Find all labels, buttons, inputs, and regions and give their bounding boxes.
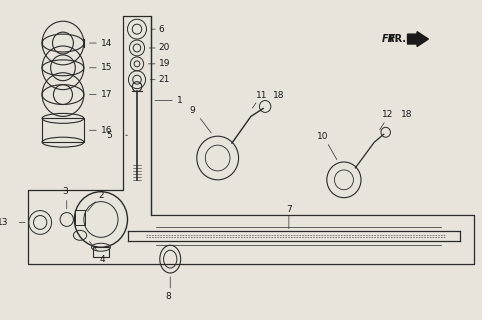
Bar xyxy=(75,210,85,225)
Text: 10: 10 xyxy=(317,132,329,141)
Text: 7: 7 xyxy=(286,205,292,214)
Text: 4: 4 xyxy=(100,255,106,264)
Text: 11: 11 xyxy=(255,91,267,100)
Text: 15: 15 xyxy=(101,63,112,72)
Text: 1: 1 xyxy=(177,96,183,105)
Text: 12: 12 xyxy=(382,110,393,119)
Text: 18: 18 xyxy=(401,110,413,119)
Bar xyxy=(94,247,108,257)
Text: 8: 8 xyxy=(165,292,171,301)
Bar xyxy=(42,118,84,142)
Text: 2: 2 xyxy=(98,191,104,200)
Text: 5: 5 xyxy=(107,131,112,140)
Text: 18: 18 xyxy=(273,91,284,100)
Text: 16: 16 xyxy=(101,126,112,135)
Text: 19: 19 xyxy=(159,59,170,68)
Text: 17: 17 xyxy=(101,90,112,99)
Text: FR.: FR. xyxy=(382,34,400,44)
Text: 6: 6 xyxy=(159,25,164,34)
Text: 14: 14 xyxy=(101,38,112,48)
Text: FR.: FR. xyxy=(388,34,415,44)
Text: 20: 20 xyxy=(159,44,170,52)
FancyArrow shape xyxy=(407,32,428,46)
Text: 21: 21 xyxy=(159,75,170,84)
Text: 9: 9 xyxy=(189,106,195,115)
Text: 3: 3 xyxy=(62,187,68,196)
Text: 13: 13 xyxy=(0,218,8,227)
